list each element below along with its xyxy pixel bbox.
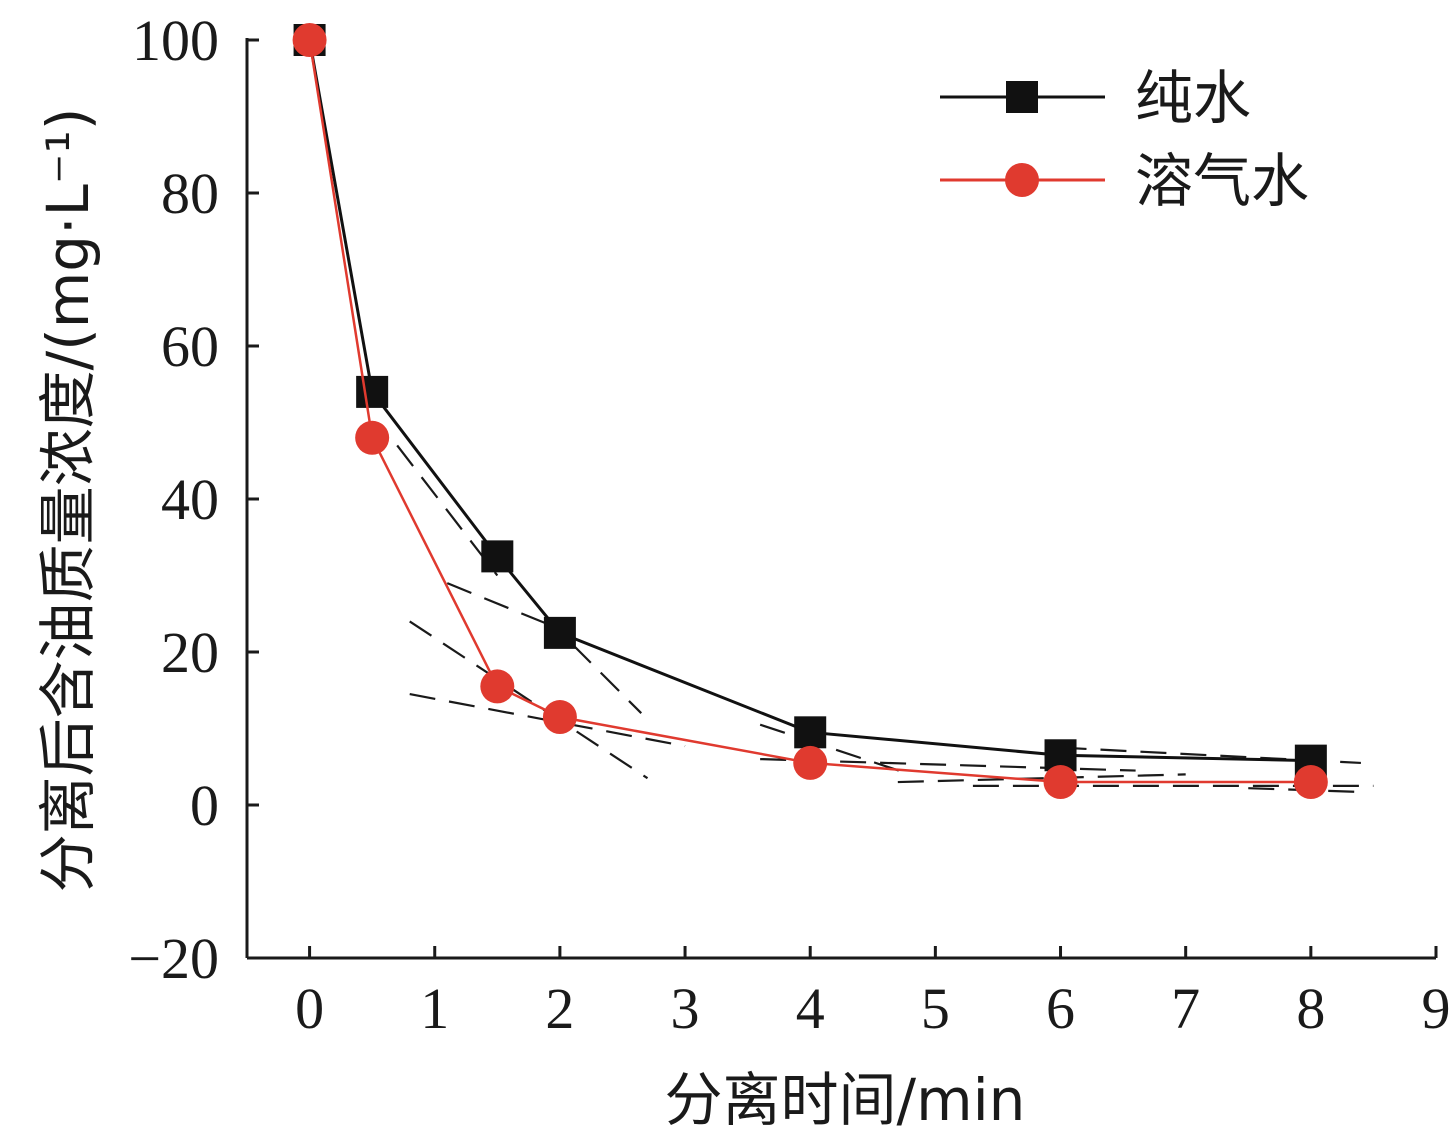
y-tick-label-80: 80 xyxy=(161,161,219,226)
x-tick-label-2: 2 xyxy=(545,976,574,1041)
series-layer xyxy=(292,23,1328,800)
series-1-point-2 xyxy=(480,669,515,704)
trend-line-3 xyxy=(409,620,649,780)
x-tick-label-8: 8 xyxy=(1296,976,1325,1041)
y-tick-label-60: 60 xyxy=(161,314,219,379)
trend-line-1 xyxy=(446,582,561,631)
y-tick-label-20: 20 xyxy=(161,620,219,685)
x-tick-label-5: 5 xyxy=(921,976,950,1041)
legend-label-0: 纯水 xyxy=(1135,64,1251,132)
series-1-point-4 xyxy=(793,745,828,780)
x-tick-label-6: 6 xyxy=(1046,976,1075,1041)
series-1-point-0 xyxy=(292,23,327,57)
y-axis-title: 分离后含油质量浓度/(mg·L⁻¹) xyxy=(34,108,102,893)
legend-label-1: 溶气水 xyxy=(1135,147,1309,215)
x-tick-label-4: 4 xyxy=(796,976,825,1041)
legend-marker-0 xyxy=(1006,81,1038,113)
y-tick-label-40: 40 xyxy=(161,467,219,532)
trend-line-7 xyxy=(897,773,1186,784)
x-tick-label-9: 9 xyxy=(1422,976,1451,1041)
y-tick-label-0: 0 xyxy=(190,773,219,838)
series-0-point-3 xyxy=(543,616,576,649)
trend-line-0 xyxy=(396,444,499,577)
series-0-point-4 xyxy=(794,716,827,749)
series-1-point-1 xyxy=(355,420,390,455)
series-0-point-2 xyxy=(481,540,514,573)
x-tick-label-1: 1 xyxy=(420,976,449,1041)
axes: 0 1 2 3 4 5 6 7 8 9 −20 0 20 40 60 80 100 xyxy=(128,8,1450,1041)
series-1-point-5 xyxy=(1043,765,1078,800)
y-tick-label--20: −20 xyxy=(128,926,219,991)
y-tick-label-100: 100 xyxy=(132,8,219,73)
series-1-point-3 xyxy=(542,700,577,735)
trend-line-2 xyxy=(571,643,643,714)
trend-line-5 xyxy=(759,723,911,776)
series-1-point-6 xyxy=(1293,765,1328,800)
legend-marker-1 xyxy=(1005,163,1039,197)
x-tick-label-3: 3 xyxy=(671,976,700,1041)
x-axis-title: 分离时间/min xyxy=(665,1066,1026,1134)
x-tick-label-7: 7 xyxy=(1171,976,1200,1041)
x-tick-label-0: 0 xyxy=(295,976,324,1041)
series-0-point-1 xyxy=(356,375,389,408)
